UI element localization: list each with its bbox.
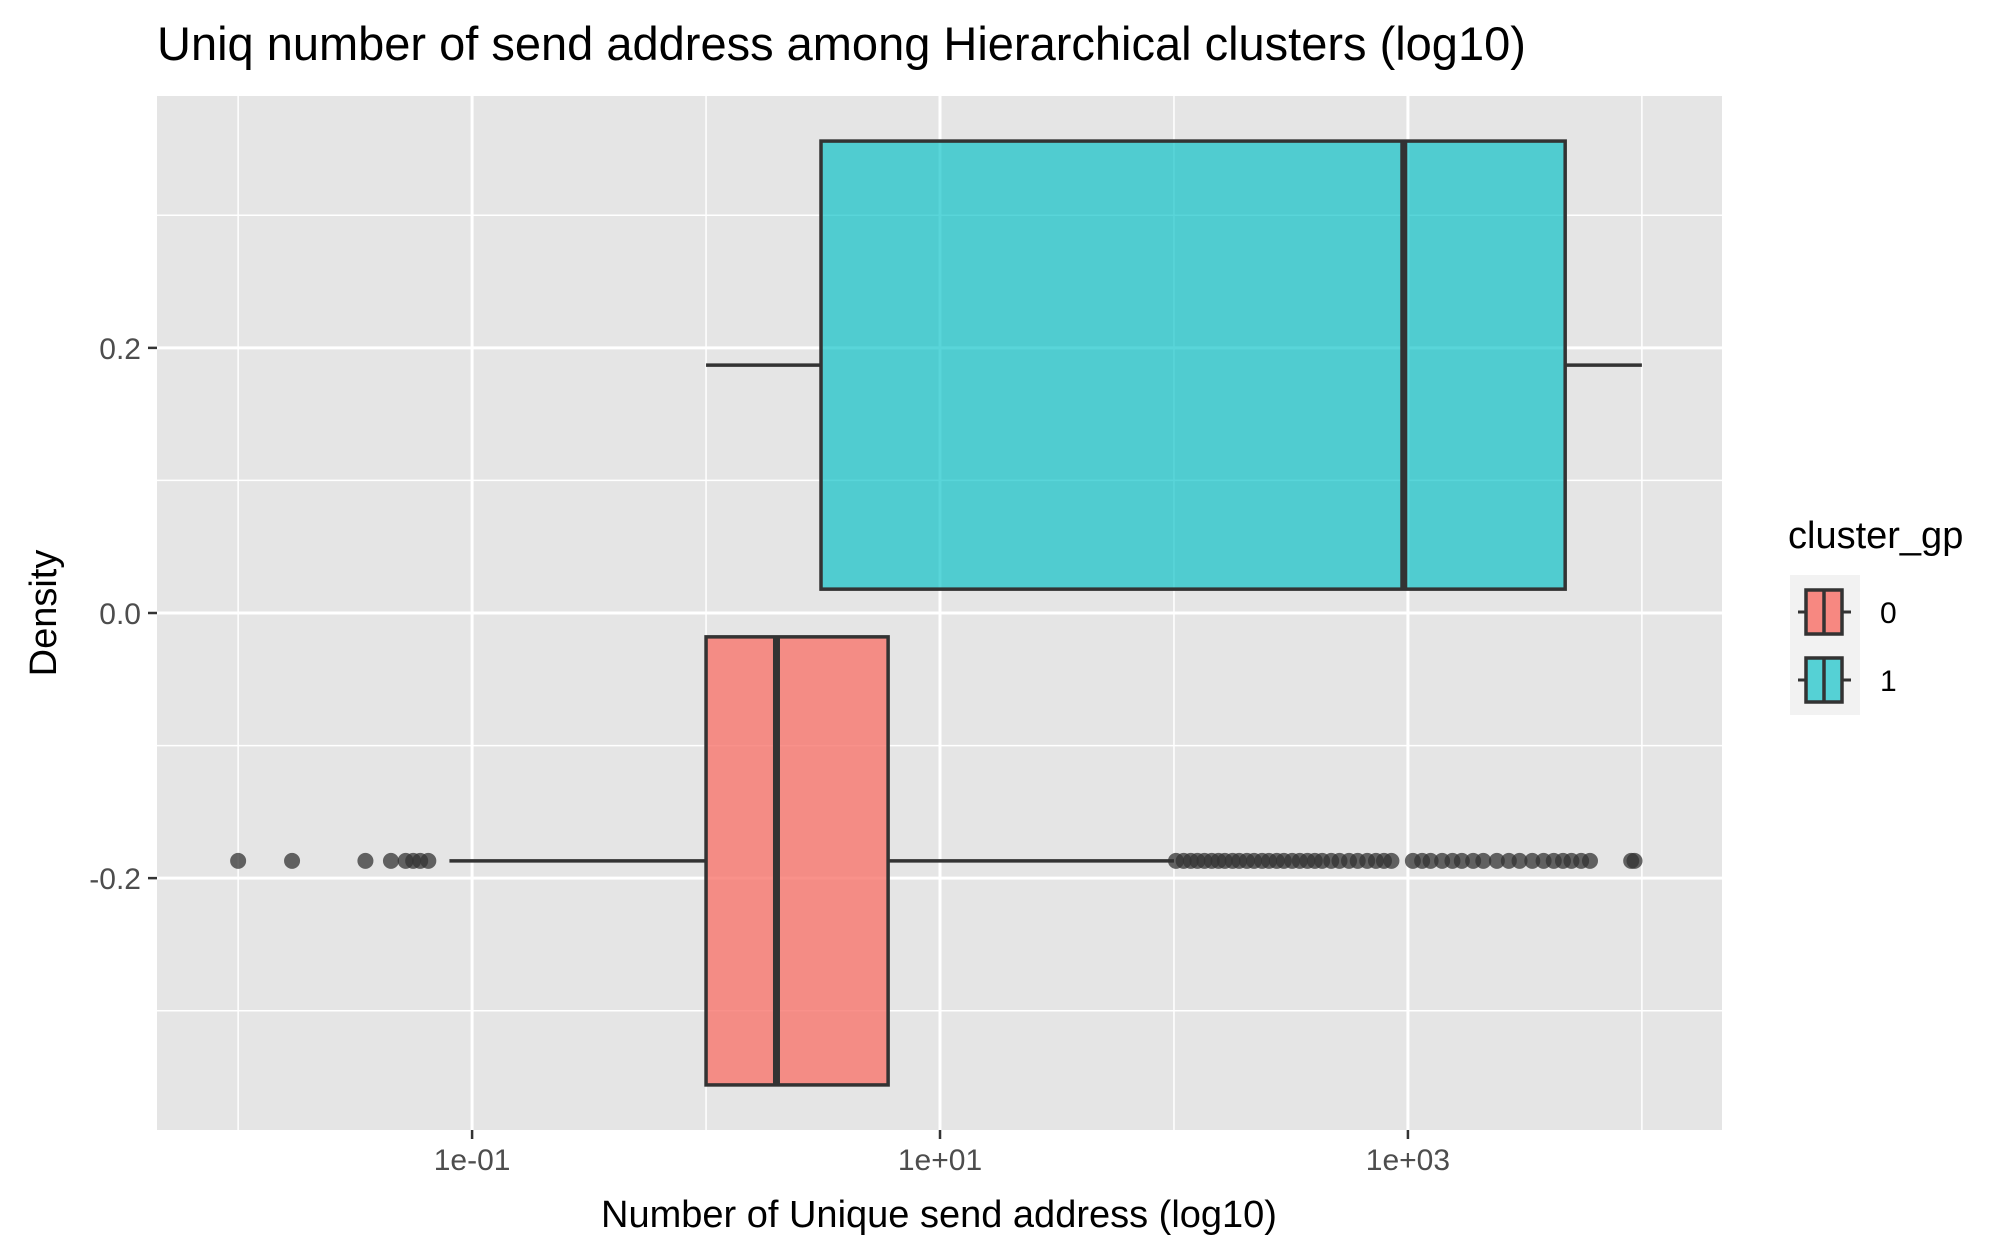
series-1 xyxy=(706,139,1642,591)
outlier-point xyxy=(357,852,374,869)
box-iqr xyxy=(819,139,1567,591)
outlier-point xyxy=(420,852,437,869)
chart-title: Uniq number of send address among Hierar… xyxy=(157,17,1526,70)
outlier-point xyxy=(1488,852,1505,869)
x-tick-label: 1e+01 xyxy=(898,1144,982,1177)
outlier-point xyxy=(1422,852,1439,869)
box-iqr xyxy=(704,635,890,1087)
legend-key-1 xyxy=(1796,652,1854,710)
legend-title: cluster_gp xyxy=(1788,515,1963,557)
x-tick-label: 1e+03 xyxy=(1366,1144,1450,1177)
outlier-point xyxy=(382,852,399,869)
y-tick-label: 0.2 xyxy=(99,333,141,366)
outlier-point xyxy=(1524,852,1541,869)
box-layer xyxy=(230,139,1643,1087)
series-0 xyxy=(230,635,1643,1087)
y-tick-label: -0.2 xyxy=(89,863,141,896)
legend-label-1: 1 xyxy=(1880,665,1897,698)
axis-layer: 1e-01 1e+01 1e+03 0.2 0.0 -0.2 xyxy=(89,333,1450,1177)
outlier-point xyxy=(284,852,301,869)
x-axis-title: Number of Unique send address (log10) xyxy=(601,1194,1277,1236)
outlier-point xyxy=(1475,852,1492,869)
x-tick-label: 1e-01 xyxy=(434,1144,511,1177)
legend: cluster_gp 0 1 xyxy=(1788,515,1963,715)
outlier-point xyxy=(1581,852,1598,869)
outlier-point xyxy=(1626,852,1643,869)
outlier-point xyxy=(230,852,247,869)
outlier-point xyxy=(1511,852,1528,869)
y-axis-title: Density xyxy=(23,550,65,677)
legend-key-0 xyxy=(1796,584,1854,642)
legend-label-0: 0 xyxy=(1880,597,1897,630)
y-tick-label: 0.0 xyxy=(99,598,141,631)
outlier-point xyxy=(1453,852,1470,869)
outlier-point xyxy=(1383,852,1400,869)
